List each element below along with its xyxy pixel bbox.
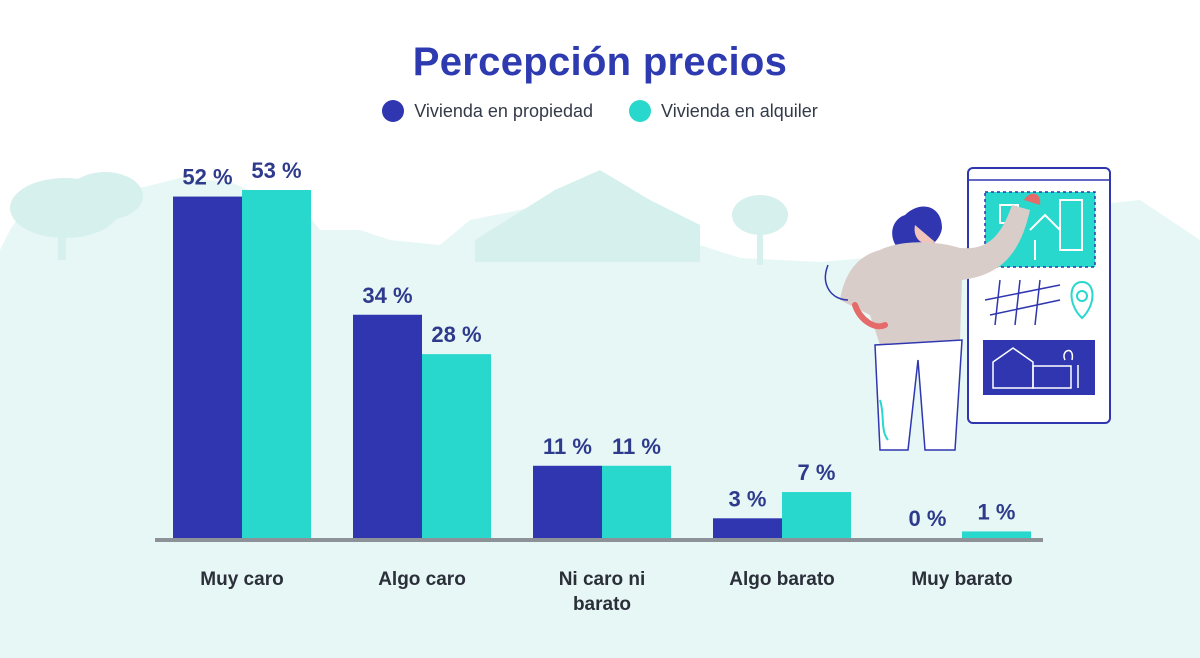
- x-tick-label-2: Ni caro ni barato: [559, 569, 646, 615]
- bar-propiedad-2: [533, 465, 602, 538]
- x-tick-label-1: Algo caro: [378, 569, 466, 590]
- data-label-alquiler-0: 53 %: [251, 158, 301, 183]
- tree-silhouette-icon: [10, 172, 143, 260]
- legend-swatch-propiedad: [382, 100, 405, 122]
- woman-presenting-icon: [824, 167, 1111, 451]
- location-pin-icon: [1070, 280, 1094, 320]
- data-label-propiedad-2: 11 %: [543, 434, 592, 459]
- bar-propiedad-1: [353, 314, 422, 538]
- house-card-icon: [983, 340, 1095, 395]
- data-label-propiedad-4: 0 %: [909, 506, 947, 531]
- house-silhouette-icon: [475, 170, 788, 265]
- bar-alquiler-1: [422, 354, 491, 538]
- x-tick-label-3: Algo barato: [729, 569, 835, 590]
- bar-alquiler-0: [242, 190, 311, 538]
- bar-alquiler-3: [782, 492, 851, 538]
- legend-item-alquiler: Vivienda en alquiler: [629, 100, 818, 122]
- data-label-propiedad-1: 34 %: [362, 283, 412, 308]
- labels-layer: 52 % 53 % 34 % 28 % 11 % 11 % 3 % 7 % 0 % 1 %: [182, 158, 1015, 531]
- x-tick-label-0: Muy caro: [200, 569, 283, 590]
- chart-title: Percepción precios: [412, 40, 788, 84]
- bar-propiedad-3: [713, 518, 782, 538]
- bar-propiedad-0: [173, 196, 242, 538]
- data-label-alquiler-3: 7 %: [798, 460, 836, 485]
- data-label-propiedad-0: 52 %: [182, 165, 232, 190]
- data-label-alquiler-4: 1 %: [978, 499, 1016, 524]
- data-label-alquiler-1: 28 %: [431, 322, 481, 347]
- data-label-propiedad-3: 3 %: [729, 486, 767, 511]
- legend-label-propiedad: Vivienda en propiedad: [414, 100, 594, 121]
- legend-item-propiedad: Vivienda en propiedad: [382, 100, 593, 122]
- legend: Vivienda en propiedad Vivienda en alquil…: [0, 100, 1200, 122]
- bar-alquiler-4: [962, 531, 1031, 538]
- x-tick-label-4: Muy barato: [911, 569, 1012, 590]
- bar-alquiler-2: [602, 465, 671, 538]
- bars-layer: [173, 190, 1031, 538]
- data-label-alquiler-2: 11 %: [612, 434, 661, 459]
- legend-swatch-alquiler: [629, 100, 652, 122]
- ticks-layer: Muy caro Algo caro Ni caro ni barato Algo ba…: [200, 569, 1012, 615]
- legend-label-alquiler: Vivienda en alquiler: [661, 100, 818, 121]
